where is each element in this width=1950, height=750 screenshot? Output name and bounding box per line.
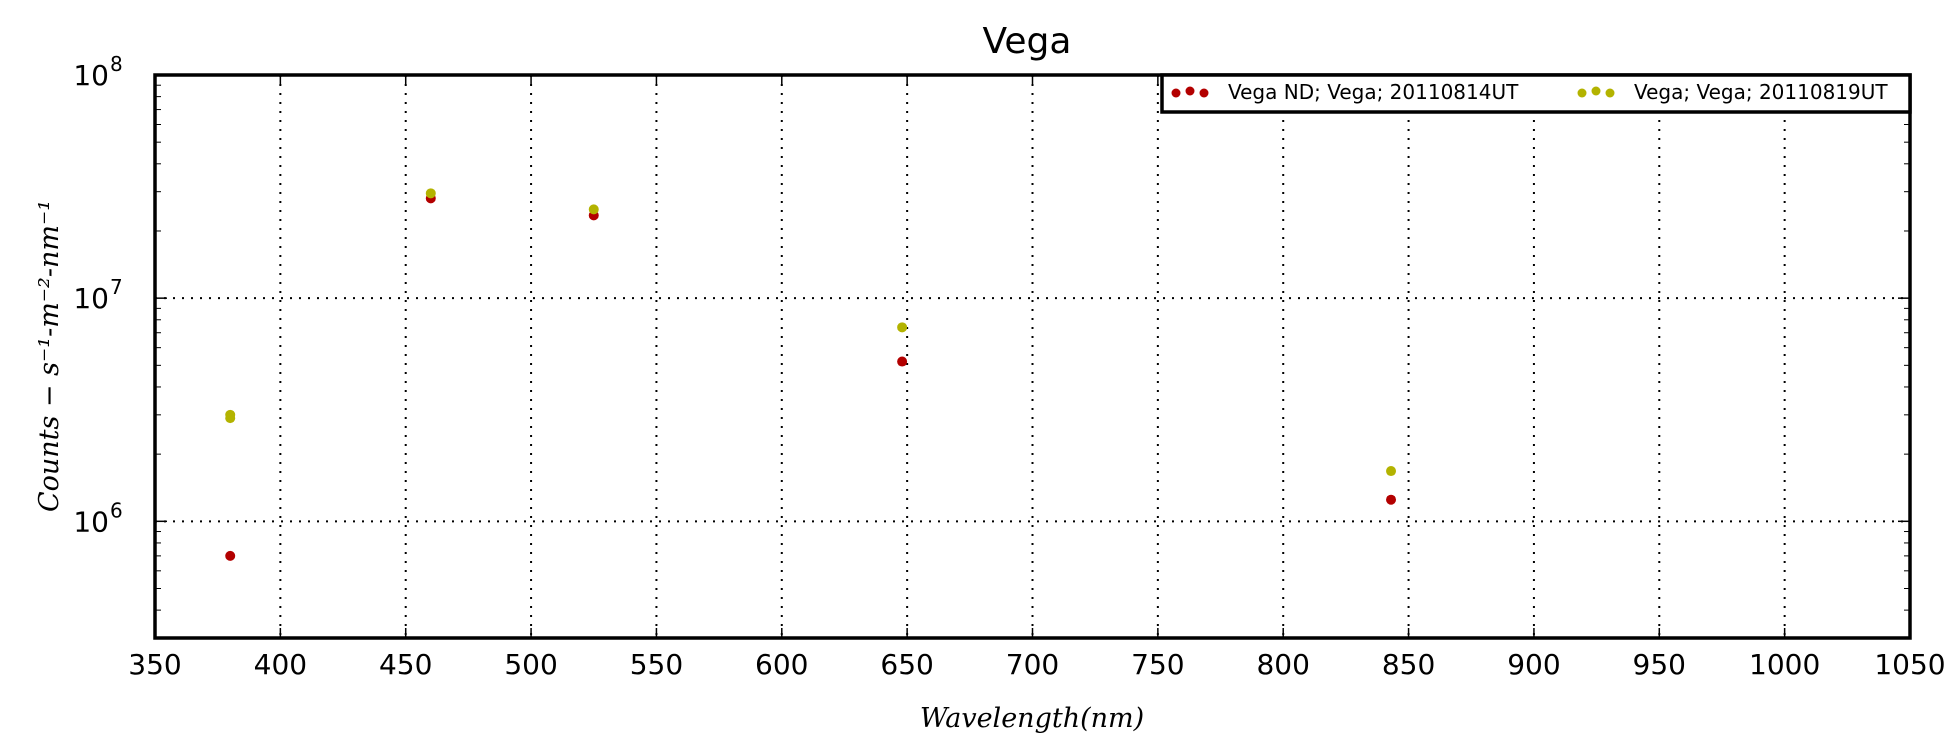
series-1-point [1386, 494, 1397, 505]
legend-marker-2 [1577, 88, 1587, 98]
axis-ticks: 350 400 450 500 550 600 650 700 750 800 850 900 950 1… [73, 52, 1945, 681]
grid [155, 75, 1910, 638]
legend-box [1160, 73, 1912, 114]
x-tick-label: 950 [1633, 648, 1686, 681]
x-tick-label: 1000 [1749, 648, 1820, 681]
plot-area [153, 73, 1912, 640]
x-tick-label: 850 [1382, 648, 1435, 681]
legend: Vega ND; Vega; 20110814UT Vega; Vega; 201… [1160, 73, 1912, 114]
series-2-point [425, 188, 436, 199]
x-tick-label: 450 [379, 648, 432, 681]
data-points [225, 188, 1397, 561]
x-tick-label: 1050 [1874, 648, 1945, 681]
series-1-point [225, 550, 236, 561]
y-tick-label: 10 [73, 59, 109, 92]
y-tick-label: 10 [73, 505, 109, 538]
x-tick-label: 800 [1256, 648, 1309, 681]
chart-title: Vega [983, 21, 1072, 62]
x-tick-label: 700 [1006, 648, 1059, 681]
series-2-point [225, 409, 236, 420]
series-2-point [897, 322, 908, 333]
x-tick-label: 350 [128, 648, 181, 681]
y-tick-label: 10 [73, 282, 109, 315]
x-tick-label: 650 [880, 648, 933, 681]
legend-marker-2 [1605, 88, 1615, 98]
series-2-point [1386, 466, 1397, 477]
y-tick-exponent: 6 [110, 498, 123, 522]
legend-label-2: Vega; Vega; 20110819UT [1634, 80, 1888, 104]
legend-label-1: Vega ND; Vega; 20110814UT [1228, 80, 1519, 104]
x-tick-label: 550 [630, 648, 683, 681]
y-tick-exponent: 7 [110, 275, 123, 299]
series-2-point [588, 204, 599, 215]
x-tick-label: 900 [1507, 648, 1560, 681]
x-tick-label: 600 [755, 648, 808, 681]
legend-marker-2 [1591, 86, 1601, 96]
x-axis-label: Wavelength(nm) [920, 703, 1144, 734]
legend-marker-1 [1199, 88, 1209, 98]
legend-marker-1 [1185, 86, 1195, 96]
x-tick-label: 750 [1131, 648, 1184, 681]
y-axis-label: Counts − s⁻¹-m⁻²-nm⁻¹ [34, 200, 65, 512]
legend-marker-1 [1171, 88, 1181, 98]
series-1-point [897, 356, 908, 367]
y-tick-exponent: 8 [110, 52, 123, 76]
x-tick-label: 500 [504, 648, 557, 681]
x-tick-label: 400 [254, 648, 307, 681]
